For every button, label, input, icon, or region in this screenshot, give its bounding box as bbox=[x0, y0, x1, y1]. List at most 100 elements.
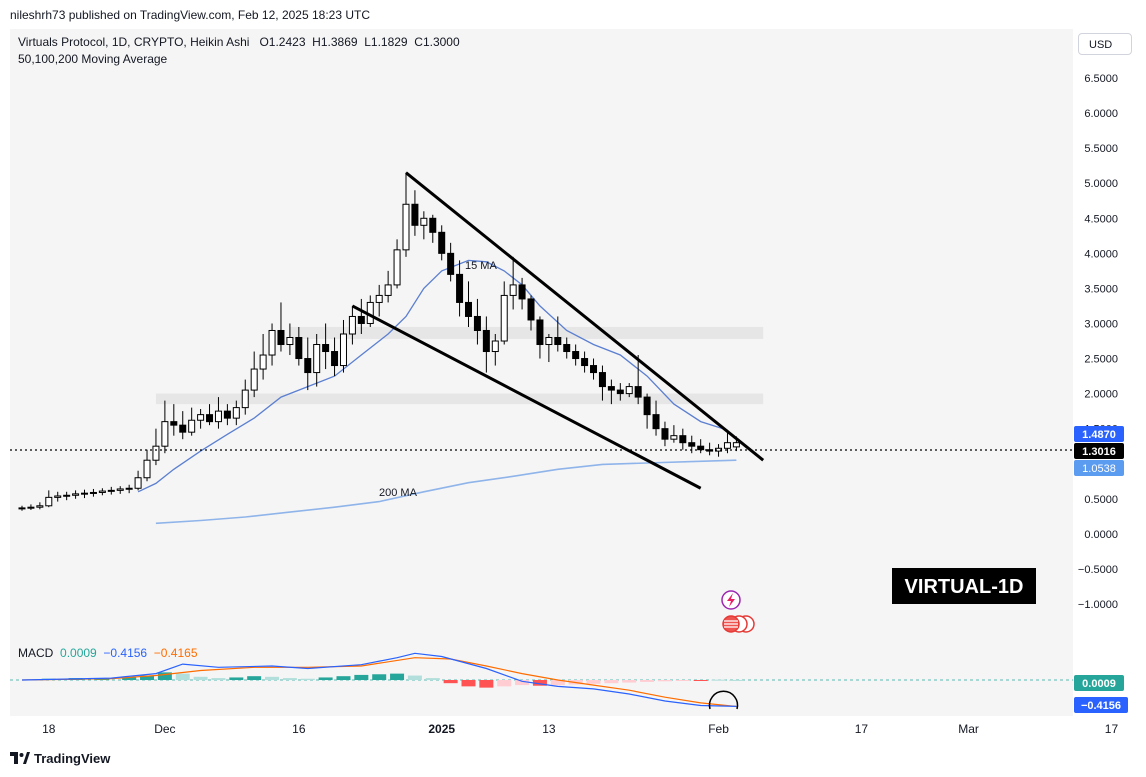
candle-body bbox=[206, 414, 214, 423]
candle-body bbox=[518, 284, 526, 300]
macd-histogram-bar bbox=[515, 680, 530, 686]
symbol-legend: Virtuals Protocol, 1D, CRYPTO, Heikin As… bbox=[18, 35, 460, 49]
candle-body bbox=[143, 459, 151, 479]
candle-body bbox=[223, 410, 231, 419]
candle-body bbox=[268, 329, 276, 356]
price-badge-lower bbox=[1074, 460, 1124, 476]
us-flag-stripes bbox=[724, 620, 738, 628]
macd-histogram-bar bbox=[693, 680, 708, 681]
macd-histogram-bar bbox=[550, 680, 565, 686]
macd-histogram-bar bbox=[282, 678, 297, 680]
macd-histogram-bar bbox=[586, 680, 601, 684]
tradingview-footer[interactable]: TradingView bbox=[10, 751, 110, 767]
candle-body bbox=[625, 386, 633, 395]
candle-body bbox=[384, 284, 392, 296]
y-tick-label: 5.0000 bbox=[1084, 178, 1118, 190]
price-badge-upper-text: 1.4870 bbox=[1082, 429, 1116, 441]
candle-body bbox=[527, 298, 535, 321]
y-tick-label: 6.5000 bbox=[1084, 73, 1118, 85]
macd-histogram-bar bbox=[461, 680, 476, 687]
candle-body bbox=[572, 351, 580, 360]
candle-body bbox=[18, 507, 26, 510]
macd-histogram-bar bbox=[657, 680, 672, 682]
candle-body bbox=[688, 442, 696, 447]
macd-histogram-bar bbox=[372, 674, 387, 680]
macd-legend: MACD 0.0009 −0.4156 −0.4165 bbox=[18, 646, 198, 660]
macd-histogram-bar bbox=[390, 673, 405, 680]
macd-histogram-bar bbox=[193, 676, 208, 680]
candle-body bbox=[491, 340, 499, 353]
macd-signal-value: −0.4165 bbox=[153, 646, 198, 660]
x-tick-label: Feb bbox=[708, 722, 729, 736]
candle-body bbox=[116, 488, 124, 491]
candle-body bbox=[661, 428, 669, 440]
macd-histogram-bar bbox=[318, 677, 333, 680]
candle-body bbox=[259, 354, 267, 370]
macd-histogram-bar bbox=[140, 675, 155, 680]
event-flash-glyph bbox=[727, 593, 735, 607]
macd-label: MACD bbox=[18, 646, 54, 660]
candle-body bbox=[509, 284, 517, 296]
high-value: 1.3869 bbox=[320, 35, 358, 49]
candle-body bbox=[286, 337, 294, 346]
macd-histogram-bar bbox=[425, 678, 440, 680]
candle-body bbox=[598, 372, 606, 388]
macd-histogram-bar bbox=[157, 672, 172, 680]
candle-body bbox=[81, 492, 89, 495]
candle-body bbox=[107, 489, 115, 492]
y-tick-label: 0.0000 bbox=[1084, 529, 1118, 541]
open-label: O bbox=[259, 35, 269, 49]
macd-histogram-bar bbox=[211, 678, 226, 680]
x-tick-label: 16 bbox=[292, 722, 306, 736]
candle-body bbox=[634, 386, 642, 398]
macd-histogram-bar bbox=[175, 673, 190, 680]
candle-body bbox=[339, 333, 347, 367]
candle-body bbox=[277, 329, 285, 346]
macd-histogram-bar bbox=[729, 679, 744, 681]
price-badge-current bbox=[1074, 443, 1124, 459]
tradingview-brand: TradingView bbox=[34, 751, 111, 766]
candle-body bbox=[313, 344, 321, 374]
candle-body bbox=[554, 337, 562, 346]
trendline-upper bbox=[405, 171, 765, 462]
candle-body bbox=[670, 435, 678, 440]
macd-cross-circle bbox=[708, 690, 739, 710]
candle-body bbox=[393, 249, 401, 286]
y-tick-label: 3.0000 bbox=[1084, 318, 1118, 330]
y-tick-label: 0.5000 bbox=[1084, 494, 1118, 506]
candle-body bbox=[679, 435, 687, 444]
candle-body bbox=[607, 386, 615, 391]
candle-body bbox=[697, 445, 705, 451]
candle-body bbox=[304, 358, 312, 374]
tradingview-logo-icon bbox=[10, 752, 30, 767]
currency-button[interactable]: USD bbox=[1078, 33, 1132, 55]
macd-histogram-bar bbox=[247, 676, 262, 680]
macd-histogram-bar bbox=[622, 680, 637, 683]
macd-histogram-bar bbox=[229, 677, 244, 680]
macd-line-value: −0.4156 bbox=[103, 646, 148, 660]
candle-body bbox=[152, 445, 160, 461]
symbol-name: Virtuals Protocol, 1D, CRYPTO, Heikin As… bbox=[18, 35, 250, 49]
price-badge-upper bbox=[1074, 426, 1124, 442]
low-value: 1.1829 bbox=[370, 35, 408, 49]
y-tick-label: 2.0000 bbox=[1084, 389, 1118, 401]
y-tick-label: 3.5000 bbox=[1084, 283, 1118, 295]
low-label: L bbox=[364, 35, 371, 49]
close-value: 1.3000 bbox=[422, 35, 460, 49]
trendline-lower bbox=[351, 304, 702, 490]
candle-body bbox=[72, 493, 80, 496]
moving-average-legend: 50,100,200 Moving Average bbox=[18, 52, 168, 66]
candle-body bbox=[348, 315, 356, 335]
candle-body bbox=[375, 294, 383, 303]
candle-body bbox=[536, 319, 544, 346]
candle-body bbox=[36, 505, 44, 508]
macd-histogram-bar bbox=[122, 677, 137, 680]
candle-body bbox=[652, 414, 660, 430]
macd-line bbox=[21, 652, 737, 707]
publisher-line: nileshrh73 published on TradingView.com,… bbox=[10, 8, 371, 22]
candle-body bbox=[500, 294, 508, 342]
macd-histogram-bar bbox=[532, 680, 547, 686]
candle-body bbox=[89, 491, 97, 494]
candle-body bbox=[232, 407, 240, 419]
